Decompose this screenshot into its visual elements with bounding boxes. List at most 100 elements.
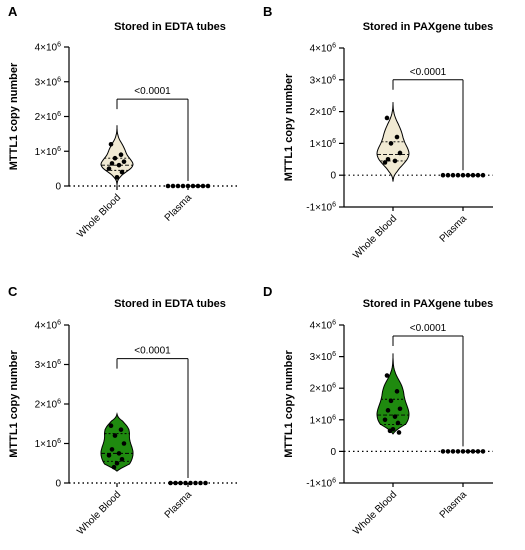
data-point-plasma — [470, 172, 476, 178]
y-tick-label: 4×106 — [35, 320, 62, 332]
panel-letter: A — [8, 4, 18, 19]
data-point-whole-blood — [118, 427, 124, 432]
data-point-plasma — [183, 480, 188, 486]
data-point-plasma — [173, 480, 178, 486]
panel-letter: B — [263, 4, 272, 19]
data-point-whole-blood — [394, 134, 400, 140]
data-point-plasma — [470, 449, 476, 454]
chart-title: Stored in EDTA tubes — [114, 21, 226, 33]
data-point-plasma — [475, 449, 481, 454]
data-point-plasma — [480, 449, 486, 454]
data-point-plasma — [450, 449, 456, 454]
panel-b: B Stored in PAXgene tubes MTTL1 copy numbe… — [263, 4, 493, 261]
data-point-whole-blood — [109, 161, 115, 166]
x-tick-label: Whole Blood — [351, 489, 399, 537]
y-tick-label: 0 — [55, 479, 61, 490]
x-tick-label: Plasma — [438, 213, 470, 245]
data-point-whole-blood — [397, 150, 403, 156]
x-tick-label: Whole Blood — [75, 192, 123, 240]
data-point-whole-blood — [397, 406, 403, 412]
data-point-whole-blood — [116, 451, 122, 456]
data-point-whole-blood — [382, 160, 388, 165]
y-axis-label: MTTL1 copy number — [283, 350, 295, 458]
data-point-whole-blood — [119, 169, 125, 175]
panel-letter: C — [8, 284, 18, 299]
x-tick-label: Whole Blood — [75, 489, 123, 537]
data-point-whole-blood — [119, 457, 125, 462]
y-tick-label: 1×106 — [310, 138, 337, 150]
y-tick-label: 2×106 — [310, 106, 337, 118]
data-point-plasma — [178, 480, 183, 486]
data-point-plasma — [185, 183, 191, 189]
data-point-plasma — [205, 183, 211, 189]
data-point-plasma — [198, 480, 203, 486]
data-point-plasma — [460, 172, 466, 178]
significance-label: <0.0001 — [134, 86, 171, 97]
data-point-whole-blood — [392, 158, 398, 164]
chart-title: Stored in PAXgene tubes — [363, 298, 494, 310]
data-point-whole-blood — [108, 142, 114, 147]
y-tick-label: 0 — [330, 171, 336, 182]
data-point-plasma — [180, 183, 186, 189]
y-tick-label: 1×106 — [35, 146, 62, 158]
data-point-whole-blood — [112, 155, 118, 161]
data-point-whole-blood — [382, 417, 388, 423]
y-tick-label: 1×106 — [35, 438, 62, 450]
x-tick-label: Plasma — [438, 489, 470, 521]
data-point-whole-blood — [118, 152, 124, 158]
data-point-plasma — [195, 183, 201, 189]
data-point-plasma — [465, 449, 471, 454]
y-tick-label: 4×106 — [310, 320, 337, 332]
data-point-plasma — [440, 449, 446, 454]
y-tick-label: 2×106 — [35, 111, 62, 123]
y-tick-label: 1×106 — [310, 414, 337, 426]
y-axis-label: MTTL1 copy number — [8, 350, 20, 458]
data-point-plasma — [170, 183, 176, 189]
y-tick-label: 3×106 — [310, 351, 337, 363]
y-tick-label: 4×106 — [310, 43, 337, 55]
data-point-whole-blood — [384, 373, 390, 378]
data-point-whole-blood — [396, 430, 402, 435]
data-point-whole-blood — [121, 159, 127, 164]
y-axis-label: MTTL1 copy number — [8, 62, 20, 170]
panel-a: A Stored in EDTA tubes MTTL1 copy number 0 1… — [8, 4, 240, 240]
data-point-plasma — [445, 449, 451, 454]
y-tick-label: 0 — [330, 447, 336, 458]
y-tick-label: 3×106 — [35, 76, 62, 88]
data-point-plasma — [203, 480, 208, 486]
y-tick-label: 0 — [55, 182, 61, 193]
violin-whole-blood — [376, 353, 410, 435]
data-point-plasma — [450, 172, 456, 178]
data-point-plasma — [165, 183, 171, 189]
data-point-whole-blood — [387, 428, 393, 434]
x-tick-label: Plasma — [163, 489, 195, 521]
data-point-whole-blood — [395, 420, 401, 426]
y-tick-label: -1×106 — [306, 478, 336, 490]
data-point-whole-blood — [108, 423, 114, 429]
data-point-whole-blood — [106, 453, 112, 458]
data-point-whole-blood — [116, 162, 122, 168]
panel-letter: D — [263, 284, 272, 299]
data-point-plasma — [475, 172, 481, 178]
panel-d: D Stored in PAXgene tubes MTTL1 copy numbe… — [263, 284, 493, 537]
y-tick-label: 3×106 — [35, 359, 62, 371]
data-point-whole-blood — [121, 441, 127, 446]
data-point-whole-blood — [394, 389, 400, 394]
data-point-whole-blood — [106, 166, 112, 171]
data-point-whole-blood — [385, 157, 391, 162]
data-point-whole-blood — [114, 175, 120, 180]
y-tick-label: 4×106 — [35, 42, 62, 54]
data-point-plasma — [455, 449, 461, 454]
x-tick-label: Whole Blood — [351, 213, 399, 261]
data-point-plasma — [168, 480, 173, 486]
data-point-whole-blood — [388, 398, 394, 404]
panel-c: C Stored in EDTA tubes MTTL1 copy number 0 1… — [8, 284, 240, 537]
data-point-plasma — [175, 183, 181, 189]
significance-label: <0.0001 — [410, 323, 447, 334]
data-point-plasma — [465, 172, 471, 178]
data-point-plasma — [190, 183, 196, 189]
data-point-plasma — [445, 172, 451, 178]
data-point-whole-blood — [392, 414, 398, 419]
chart-title: Stored in PAXgene tubes — [363, 21, 494, 33]
significance-label: <0.0001 — [134, 346, 171, 357]
